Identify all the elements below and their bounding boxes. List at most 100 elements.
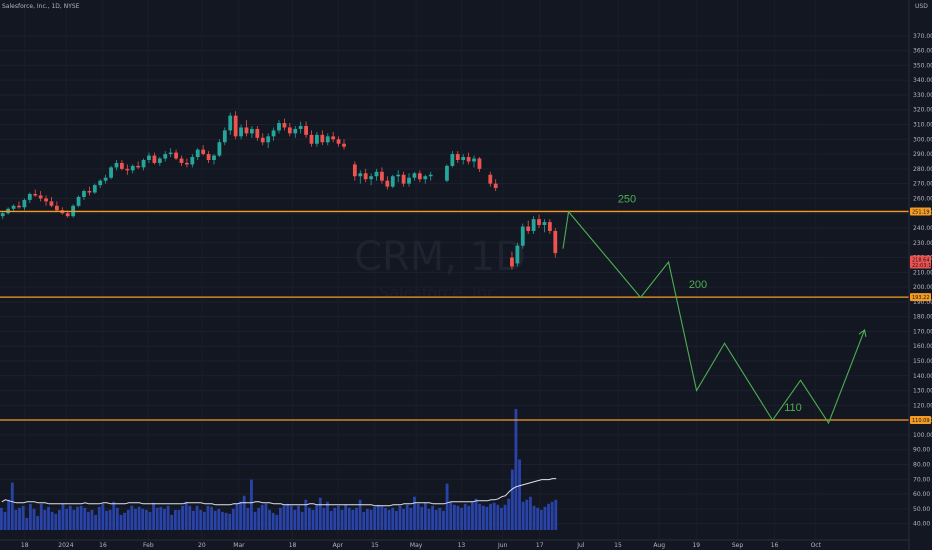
volume-bar [427, 508, 431, 530]
candle-up [445, 164, 449, 183]
volume-bar [90, 509, 94, 530]
volume-bar [231, 508, 235, 530]
volume-bar [543, 506, 547, 530]
candle-up [423, 174, 428, 184]
price-axis[interactable]: 370.00 360.00 350.00 340.00 330.00 320.00 310.… [908, 0, 932, 550]
volume-moving-average [1, 478, 557, 507]
volume-bar [181, 505, 184, 530]
volume-bar [518, 459, 521, 530]
candle-body [293, 128, 298, 134]
volume-bar [463, 503, 467, 530]
volume-bar [192, 510, 195, 530]
volume-bar [521, 501, 525, 530]
candle-body [27, 193, 32, 200]
candle-down [206, 151, 211, 163]
candle-up [428, 171, 433, 181]
volume-bar [72, 509, 76, 530]
candle-body [174, 152, 178, 159]
candle-down [179, 155, 184, 166]
candle-body [217, 142, 222, 156]
candle-up [250, 125, 254, 138]
candle-body [11, 205, 16, 209]
candle-body [222, 130, 227, 143]
level-price-tag: 251.19 [910, 207, 931, 216]
candle-down [49, 196, 54, 208]
candle-body [515, 245, 520, 264]
candle-down [363, 168, 368, 183]
price-tag-box [910, 255, 931, 269]
volume-bar [304, 499, 308, 530]
volume-bar [108, 509, 112, 530]
volume-bar [112, 501, 116, 530]
candle-body [363, 173, 368, 180]
candle-body [33, 193, 38, 196]
price-tick-label: 370.00 [913, 33, 932, 40]
volume-bar [123, 512, 127, 530]
volume-bar [322, 507, 326, 530]
volume-bar [195, 505, 199, 530]
volume-bar [373, 506, 377, 530]
candle-down [553, 227, 558, 258]
candle-up [114, 159, 119, 171]
time-tick-label: Aug [653, 542, 665, 549]
candle-body [157, 158, 162, 163]
candle-down [352, 161, 357, 181]
candle-body [309, 134, 314, 144]
volume-bar [355, 507, 358, 530]
candle-body [450, 154, 455, 166]
volume-bar [554, 499, 558, 530]
price-tick-label: 230.00 [913, 240, 932, 247]
price-tick-label: 150.00 [913, 358, 932, 365]
volume-bar [126, 509, 130, 530]
candle-body [325, 136, 330, 143]
volume-bar [351, 509, 355, 530]
candle-up [0, 211, 5, 220]
time-tick-label: Sep [732, 542, 744, 549]
volume-bar [50, 511, 54, 530]
time-tick-label: 2024 [58, 542, 73, 549]
candle-down [309, 130, 314, 147]
candle-down [136, 161, 141, 169]
volume-bar [199, 509, 203, 530]
candle-body [195, 149, 200, 158]
volume-bar [286, 503, 290, 530]
candle-down [33, 189, 38, 197]
candle-body [304, 125, 308, 135]
price-tick-label: 90.00 [913, 447, 930, 454]
projection-drawing[interactable] [562, 210, 867, 425]
horizontal-levels[interactable]: 250 200 110 [0, 193, 909, 421]
candle-up [109, 165, 113, 180]
candle-body [423, 176, 428, 180]
volume-bar [144, 509, 148, 530]
candle-body [0, 213, 5, 217]
volume-bar [387, 509, 391, 530]
time-tick-label: 16 [771, 542, 779, 549]
price-tag-text: 218.64 [912, 258, 930, 264]
projection-arrowhead [858, 329, 867, 337]
volume-bar [239, 501, 242, 530]
candle-up [515, 242, 520, 267]
candle-up [168, 148, 173, 158]
volume-bar [478, 503, 482, 530]
volume-bar [86, 511, 90, 530]
candle-body [130, 165, 135, 171]
candle-up [141, 158, 146, 171]
volume-bar [148, 511, 152, 530]
candle-body [271, 130, 276, 137]
candle-down [87, 186, 92, 196]
volume-bar [547, 503, 550, 530]
price-tag-countdown: 22:03:14 [912, 263, 932, 269]
candle-up [92, 183, 97, 194]
time-axis[interactable]: 18 2024 16 Feb 20 Mar 18 Apr 15 May 13 Jun 17 Jul 15 Au… [0, 539, 909, 549]
candle-body [82, 191, 86, 197]
candle-body [185, 162, 189, 165]
volume-bar [402, 508, 406, 530]
candle-body [282, 123, 287, 128]
volume-bar [217, 508, 221, 530]
candle-body [244, 127, 249, 134]
volume-bar [536, 507, 540, 530]
candle-body [54, 205, 59, 211]
volume-bar [539, 509, 543, 530]
volume-bar [456, 505, 460, 530]
